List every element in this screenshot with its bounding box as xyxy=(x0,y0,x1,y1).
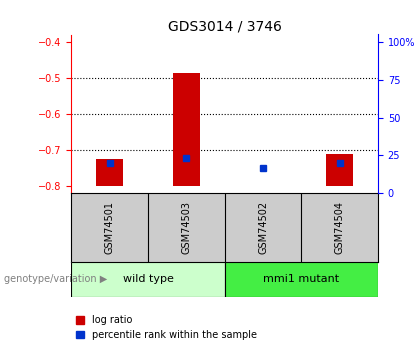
Text: mmi1 mutant: mmi1 mutant xyxy=(263,275,339,284)
Bar xyxy=(71,262,225,297)
Text: GSM74503: GSM74503 xyxy=(181,201,192,254)
Text: GSM74504: GSM74504 xyxy=(335,201,345,254)
Bar xyxy=(96,159,123,186)
Text: GSM74502: GSM74502 xyxy=(258,201,268,254)
Title: GDS3014 / 3746: GDS3014 / 3746 xyxy=(168,19,282,33)
Text: wild type: wild type xyxy=(123,275,173,284)
Bar xyxy=(173,73,200,186)
Text: genotype/variation ▶: genotype/variation ▶ xyxy=(4,275,108,284)
Bar xyxy=(225,262,378,297)
Text: GSM74501: GSM74501 xyxy=(105,201,115,254)
Legend: log ratio, percentile rank within the sample: log ratio, percentile rank within the sa… xyxy=(76,315,257,340)
Bar xyxy=(326,154,353,186)
